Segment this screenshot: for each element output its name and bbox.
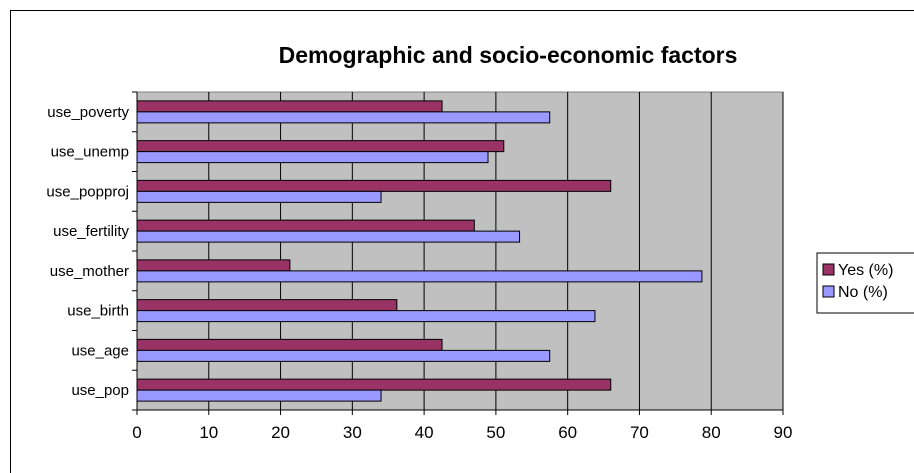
bar-yes — [136, 219, 475, 232]
legend-swatch-yes — [822, 263, 835, 276]
category-label: use_fertility — [53, 223, 129, 240]
legend: Yes (%) No (%) — [816, 252, 914, 314]
category-label: use_mother — [50, 263, 129, 280]
bar-yes — [136, 378, 612, 391]
x-tick-label: 70 — [630, 423, 649, 442]
x-tick-label: 0 — [132, 423, 141, 442]
bar-no — [136, 270, 703, 283]
category-label: use_poverty — [47, 104, 129, 121]
x-tick-label: 40 — [415, 423, 434, 442]
bar-yes — [136, 338, 443, 351]
bar-no — [136, 310, 596, 323]
bar-no — [136, 349, 551, 362]
bar-no — [136, 111, 551, 124]
plot-background — [136, 91, 784, 411]
plot-area: 0 10 20 30 40 50 60 70 80 90 use_pop use_age use_bir… — [46, 91, 793, 442]
bar-yes — [136, 299, 398, 312]
category-label: use_pop — [71, 382, 129, 399]
legend-label-no: No (%) — [838, 284, 888, 301]
bar-no — [136, 389, 382, 402]
bar-yes — [136, 259, 291, 272]
legend-swatch-no — [822, 285, 835, 298]
category-label: use_birth — [67, 303, 129, 320]
category-label: use_age — [71, 342, 129, 359]
bar-yes — [136, 179, 612, 192]
category-label: use_unemp — [51, 144, 129, 161]
x-tick-label: 10 — [199, 423, 218, 442]
legend-box — [816, 252, 914, 314]
bar-no — [136, 151, 489, 164]
bar-no — [136, 230, 521, 243]
x-tick-label: 50 — [486, 423, 505, 442]
bar-yes — [136, 140, 505, 153]
x-tick-label: 90 — [774, 423, 793, 442]
x-tick-label: 30 — [343, 423, 362, 442]
chart-title: Demographic and socio-economic factors — [279, 42, 738, 68]
bar-no — [136, 190, 382, 203]
bar-yes — [136, 100, 443, 113]
category-label: use_popproj — [46, 183, 129, 200]
x-tick-label: 80 — [702, 423, 721, 442]
legend-label-yes: Yes (%) — [838, 262, 893, 279]
x-tick-label: 60 — [558, 423, 577, 442]
x-tick-label: 20 — [271, 423, 290, 442]
